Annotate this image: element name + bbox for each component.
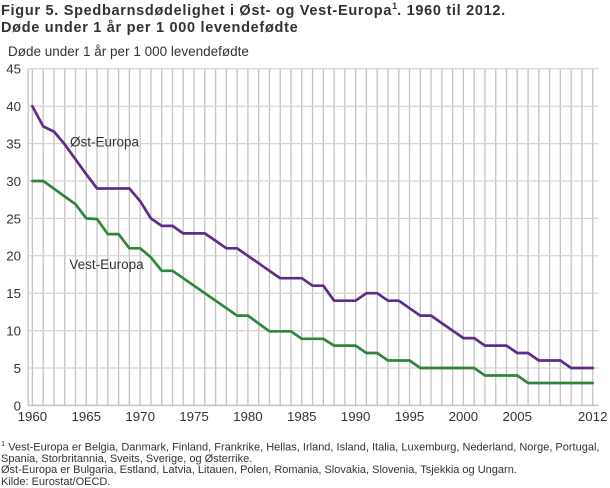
svg-text:1995: 1995 bbox=[395, 409, 425, 424]
svg-text:1960: 1960 bbox=[18, 409, 48, 424]
svg-text:1980: 1980 bbox=[233, 409, 263, 424]
svg-text:30: 30 bbox=[6, 174, 21, 189]
svg-text:25: 25 bbox=[6, 211, 21, 226]
svg-text:45: 45 bbox=[6, 62, 21, 77]
svg-text:5: 5 bbox=[14, 361, 21, 376]
svg-text:0: 0 bbox=[14, 398, 21, 413]
svg-text:1985: 1985 bbox=[287, 409, 317, 424]
svg-text:1975: 1975 bbox=[179, 409, 209, 424]
svg-text:Vest-Europa: Vest-Europa bbox=[69, 257, 144, 272]
svg-text:1990: 1990 bbox=[341, 409, 371, 424]
svg-text:Øst-Europa: Øst-Europa bbox=[70, 134, 140, 149]
svg-text:1965: 1965 bbox=[72, 409, 102, 424]
svg-text:20: 20 bbox=[6, 249, 21, 264]
svg-text:2005: 2005 bbox=[503, 409, 533, 424]
svg-text:35: 35 bbox=[6, 137, 21, 152]
svg-text:15: 15 bbox=[6, 286, 21, 301]
svg-text:1970: 1970 bbox=[125, 409, 155, 424]
svg-text:10: 10 bbox=[6, 324, 21, 339]
svg-text:2000: 2000 bbox=[449, 409, 479, 424]
svg-text:2012: 2012 bbox=[578, 409, 608, 424]
svg-text:40: 40 bbox=[6, 99, 21, 114]
